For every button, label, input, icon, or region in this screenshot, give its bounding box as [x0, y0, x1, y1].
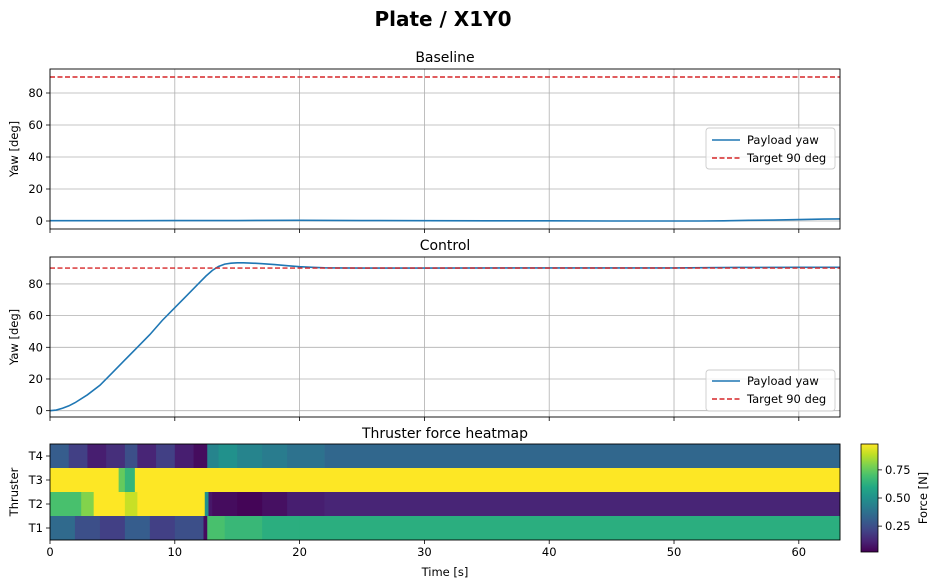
heatmap-cell-t4: [124, 444, 138, 468]
heatmap-ytick-t1: T1: [28, 521, 43, 535]
heatmap-cell-t2: [262, 492, 288, 516]
control-panel: Control 0 20 40 60 80 Yaw [deg] Payload yaw …: [7, 238, 841, 421]
heatmap-ticks: T4 T3 T2 T10 10 20 30 40 50 60: [28, 449, 806, 559]
heatmap-cell-t4: [324, 444, 841, 468]
colorbar-label: Force [N]: [916, 472, 930, 524]
baseline-panel: Baseline 0 20 40 60 80 Yaw [deg] Payload yaw…: [7, 50, 841, 233]
heatmap-cell-t2: [93, 492, 126, 516]
heatmap-cell-t2: [287, 492, 325, 516]
heatmap-cell-t4: [287, 444, 325, 468]
heatmap-cells: [50, 444, 841, 540]
heatmap-axes-frame: [49, 443, 841, 541]
control-ytick-label: 80: [28, 277, 43, 291]
colorbar-tick-label: 0.75: [885, 463, 911, 477]
baseline-axes-frame: [49, 68, 841, 230]
heatmap-ytick-t2: T2: [28, 497, 43, 511]
heatmap-cell-t1: [174, 516, 204, 540]
heatmap-cell-t2: [324, 492, 841, 516]
heatmap-cell-t2: [81, 492, 95, 516]
baseline-ytick-label: 80: [28, 86, 43, 100]
baseline-title: Baseline: [415, 50, 474, 66]
heatmap-cell-t2: [124, 492, 138, 516]
heatmap-cell-t1: [124, 516, 151, 540]
heatmap-cell-t4: [106, 444, 126, 468]
colorbar-tick-label: 0.50: [885, 491, 911, 505]
control-ytick-label: 40: [28, 340, 43, 354]
heatmap-cell-t1: [74, 516, 101, 540]
heatmap-cell-t1: [299, 516, 841, 540]
baseline-series-payload-yaw: [50, 218, 841, 222]
heatmap-cell-t3: [124, 468, 136, 492]
heatmap-cell-t4: [50, 444, 70, 468]
control-axes-frame: [49, 256, 841, 418]
heatmap-cell-t4: [193, 444, 208, 468]
heatmap-xlabel: Time [s]: [421, 565, 469, 579]
heatmap-xtick-label: 50: [667, 545, 682, 559]
heatmap-cell-t4: [137, 444, 157, 468]
heatmap-cell-t1: [50, 516, 76, 540]
control-title: Control: [420, 238, 471, 254]
control-ytick-label: 20: [28, 372, 43, 386]
heatmap-cell-t1: [99, 516, 126, 540]
heatmap-cell-t4: [207, 444, 219, 468]
baseline-ytick-label: 0: [36, 214, 43, 228]
heatmap-cell-t3: [118, 468, 126, 492]
baseline-legend-target: Target 90 deg: [746, 151, 826, 165]
heatmap-cell-t1: [262, 516, 300, 540]
heatmap-cell-t3: [134, 468, 841, 492]
baseline-legend: Payload yaw Target 90 deg: [705, 127, 836, 170]
baseline-ytick-label: 40: [28, 150, 43, 164]
heatmap-cell-t1: [203, 516, 208, 540]
control-legend: Payload yaw Target 90 deg: [705, 369, 836, 412]
control-ticks: 0 20 40 60 80: [28, 277, 800, 421]
heatmap-cell-t1: [207, 516, 226, 540]
control-ylabel: Yaw [deg]: [7, 309, 21, 366]
colorbar-gradient: [860, 443, 879, 553]
heatmap-cell-t2: [212, 492, 238, 516]
heatmap-cell-t2: [137, 492, 206, 516]
heatmap-cell-t1: [149, 516, 176, 540]
colorbar-ticks: 0.25 0.50 0.75: [878, 463, 911, 533]
heatmap-cell-t1: [224, 516, 263, 540]
control-ytick-label: 0: [36, 404, 43, 418]
heatmap-cell-t4: [174, 444, 194, 468]
control-legend-target: Target 90 deg: [746, 392, 826, 406]
heatmap-cell-t4: [262, 444, 288, 468]
heatmap-cell-t2: [208, 492, 213, 516]
heatmap-ytick-t3: T3: [28, 473, 43, 487]
baseline-legend-payload: Payload yaw: [747, 133, 819, 147]
figure-title: Plate / X1Y0: [374, 7, 511, 31]
baseline-ylabel: Yaw [deg]: [7, 121, 21, 178]
control-ytick-label: 60: [28, 309, 43, 323]
heatmap-title: Thruster force heatmap: [361, 426, 528, 442]
heatmap-cell-t2: [204, 492, 209, 516]
baseline-ytick-label: 60: [28, 118, 43, 132]
heatmap-xtick-label: 20: [292, 545, 307, 559]
baseline-ticks: 0 20 40 60 80: [28, 86, 800, 233]
heatmap-xtick-label: 0: [46, 545, 53, 559]
heatmap-ytick-t4: T4: [28, 449, 43, 463]
heatmap-ylabel: Thruster: [7, 467, 21, 517]
heatmap-cell-t4: [218, 444, 238, 468]
baseline-lines: [50, 76, 841, 222]
heatmap-cell-t2: [50, 492, 82, 516]
heatmap-cell-t4: [156, 444, 176, 468]
heatmap-cell-t4: [68, 444, 88, 468]
heatmap-cell-t4: [237, 444, 263, 468]
heatmap-cell-t2: [237, 492, 263, 516]
colorbar: 0.25 0.50 0.75 Force [N]: [860, 443, 930, 553]
baseline-ytick-label: 20: [28, 182, 43, 196]
heatmap-cell-t4: [87, 444, 107, 468]
heatmap-cell-t3: [50, 468, 120, 492]
heatmap-panel: Thruster force heatmap T4 T3 T2 T10 10 20 30 40…: [7, 426, 841, 579]
heatmap-xtick-label: 10: [167, 545, 182, 559]
control-legend-payload: Payload yaw: [747, 374, 819, 388]
colorbar-tick-label: 0.25: [885, 519, 911, 533]
heatmap-xtick-label: 30: [417, 545, 432, 559]
heatmap-xtick-label: 40: [542, 545, 557, 559]
control-lines: [49, 262, 840, 412]
baseline-legend-box: [705, 127, 836, 170]
heatmap-xtick-label: 60: [791, 545, 806, 559]
